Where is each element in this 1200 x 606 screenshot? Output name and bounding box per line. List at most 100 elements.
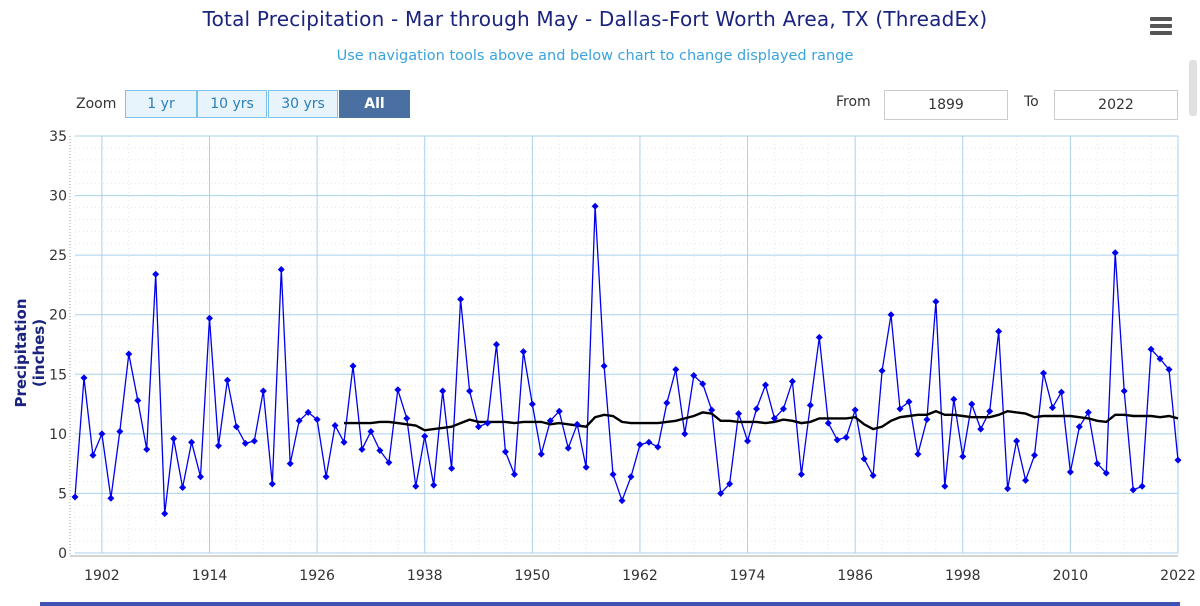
data-point-marker xyxy=(1129,486,1137,494)
data-point-marker xyxy=(555,407,563,415)
data-point-marker xyxy=(457,295,465,303)
navigator-bar[interactable] xyxy=(40,602,1180,606)
y-tick-label: 15 xyxy=(49,367,67,383)
data-point-marker xyxy=(1048,404,1056,412)
data-point-marker xyxy=(609,470,617,478)
data-point-marker xyxy=(824,419,832,427)
zoom-all-button[interactable]: All xyxy=(339,90,410,118)
to-date-input[interactable]: 2022 xyxy=(1054,90,1178,120)
data-point-marker xyxy=(340,438,348,446)
data-point-marker xyxy=(1093,460,1101,468)
data-point-marker xyxy=(788,377,796,385)
data-point-marker xyxy=(179,483,187,491)
data-point-marker xyxy=(259,387,267,395)
data-point-marker xyxy=(887,311,895,319)
data-point-marker xyxy=(134,396,142,404)
data-point-marker xyxy=(492,341,500,348)
from-date-input[interactable]: 1899 xyxy=(884,90,1008,120)
data-point-marker xyxy=(421,432,429,440)
chart-series xyxy=(71,202,1182,518)
chart-title: Total Precipitation - Mar through May - … xyxy=(202,7,988,31)
data-point-marker xyxy=(71,493,79,501)
data-point-marker xyxy=(672,366,680,374)
data-point-marker xyxy=(304,408,312,416)
data-point-marker xyxy=(923,416,931,424)
data-point-marker xyxy=(1013,437,1021,445)
x-tick-label: 1926 xyxy=(299,568,335,584)
data-point-marker xyxy=(663,399,671,407)
y-tick-label: 20 xyxy=(49,308,67,324)
data-point-marker xyxy=(1039,369,1047,377)
x-tick-label: 2010 xyxy=(1053,568,1089,584)
data-point-marker xyxy=(349,362,357,370)
data-point-marker xyxy=(573,420,581,428)
data-point-marker xyxy=(941,482,949,490)
zoom-30yrs-button[interactable]: 30 yrs xyxy=(268,90,338,118)
data-point-marker xyxy=(860,455,868,463)
data-point-marker xyxy=(735,410,743,418)
y-tick-label: 0 xyxy=(58,546,67,562)
x-tick-label: 1914 xyxy=(192,568,228,584)
data-point-marker xyxy=(1156,355,1164,363)
data-point-marker xyxy=(618,497,626,505)
data-point-marker xyxy=(905,398,913,406)
data-point-marker xyxy=(1004,485,1012,493)
data-point-marker xyxy=(833,436,841,444)
data-point-marker xyxy=(726,480,734,488)
data-point-marker xyxy=(152,270,160,278)
data-point-marker xyxy=(206,314,214,322)
data-point-marker xyxy=(403,414,411,422)
data-point-marker xyxy=(98,430,106,438)
data-point-marker xyxy=(591,202,599,210)
data-point-marker xyxy=(1174,456,1182,464)
data-point-marker xyxy=(1165,366,1173,374)
data-point-marker xyxy=(89,451,97,459)
data-point-marker xyxy=(851,406,859,414)
precipitation-series-line xyxy=(74,206,1179,514)
chart-grid xyxy=(74,135,1179,554)
zoom-10yrs-button[interactable]: 10 yrs xyxy=(197,90,267,118)
x-tick-label: 1998 xyxy=(945,568,981,584)
data-point-marker xyxy=(1031,451,1039,459)
to-label: To xyxy=(1024,94,1039,110)
data-point-marker xyxy=(116,427,124,435)
chart-tick-labels: 0 5 10 15 20 25 30 35 1902 1914 1926 1938 1950 1962 19… xyxy=(49,129,1196,584)
data-point-marker xyxy=(681,430,689,438)
chart-subtitle: Use navigation tools above and below cha… xyxy=(336,48,854,64)
y-tick-label: 35 xyxy=(49,129,67,145)
data-point-marker xyxy=(331,422,339,430)
data-point-marker xyxy=(484,419,492,427)
data-point-marker xyxy=(744,437,752,445)
data-point-marker xyxy=(968,400,976,408)
data-point-marker xyxy=(797,470,805,478)
data-point-marker xyxy=(250,437,258,445)
data-point-marker xyxy=(645,438,653,446)
data-point-marker xyxy=(600,362,608,370)
data-point-marker xyxy=(932,298,940,306)
data-point-marker xyxy=(519,348,527,356)
data-point-marker xyxy=(295,417,303,425)
data-point-marker xyxy=(1102,469,1110,477)
hamburger-menu-icon[interactable] xyxy=(1150,17,1172,37)
data-point-marker xyxy=(717,489,725,497)
data-point-marker xyxy=(1066,468,1074,476)
data-point-marker xyxy=(708,406,716,414)
x-tick-label: 1962 xyxy=(622,568,658,584)
data-point-marker xyxy=(107,494,115,502)
chart-axes xyxy=(69,136,1178,557)
data-point-marker xyxy=(627,473,635,481)
data-point-marker xyxy=(510,470,518,478)
data-point-marker xyxy=(501,448,509,456)
data-point-marker xyxy=(223,376,231,384)
data-point-marker xyxy=(753,405,761,413)
scrollbar-thumb[interactable] xyxy=(1189,60,1197,116)
data-point-marker xyxy=(277,265,285,273)
data-point-marker xyxy=(376,447,384,455)
y-tick-label: 10 xyxy=(49,427,67,443)
data-point-marker xyxy=(475,423,483,431)
zoom-label: Zoom xyxy=(76,96,117,112)
data-point-marker xyxy=(977,425,985,433)
data-point-marker xyxy=(1111,249,1119,257)
zoom-1yr-button[interactable]: 1 yr xyxy=(125,90,197,118)
